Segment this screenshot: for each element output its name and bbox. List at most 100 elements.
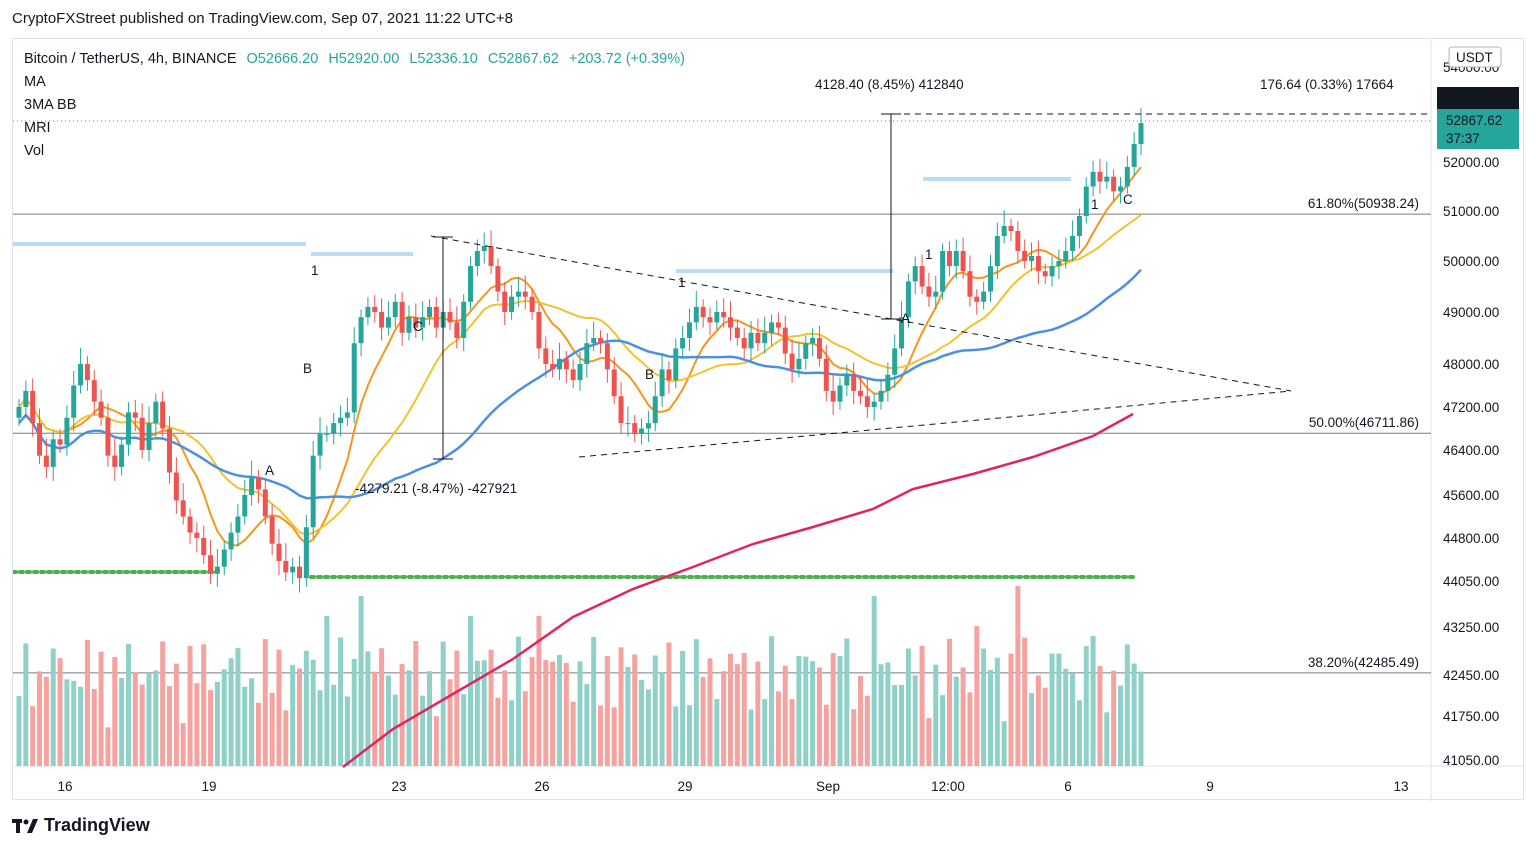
volume-bar [180,723,186,766]
volume-bar [1042,687,1048,766]
volume-bar [714,699,720,766]
indicator-ma[interactable]: MA [24,74,46,90]
candle-body [905,281,911,318]
volume-bar [652,655,658,766]
volume-bar [474,660,480,766]
volume-bar [201,644,207,766]
candle-body [187,516,193,533]
currency-label: USDT [1456,50,1493,65]
volume-bar [700,677,706,766]
volume-bar [680,651,686,766]
measure-small-label: 176.64 (0.33%) 17664 [1260,77,1394,92]
indicator-vol[interactable]: Vol [24,143,45,159]
volume-bar [379,648,385,766]
candle-body [775,322,781,328]
volume-bar [1063,668,1069,766]
candle-body [755,332,761,344]
indicator-3ma-bb[interactable]: 3MA BB [24,97,77,113]
volume-bar [105,727,111,766]
candle-body [262,489,268,517]
candle-body [899,317,905,349]
volume-bar [967,692,973,766]
volume-bar [844,638,850,766]
trendline-dashed [578,390,1292,458]
candle-body [645,423,651,429]
volume-bar [317,690,323,766]
candle-body [167,428,173,473]
volume-bar [604,656,610,766]
candle-body [1001,226,1007,236]
candle-body [310,455,316,528]
volume-bar [481,660,487,766]
candle-body [1083,186,1089,216]
candle-body [447,312,453,323]
time-axis-tick: Sep [816,779,840,794]
candle-body [125,412,131,445]
volume-bar [214,681,220,766]
candle-body [591,338,597,344]
candle-body [810,338,816,344]
candle-body [1035,256,1041,272]
indicator-mri[interactable]: MRI [24,120,51,136]
price-axis-tick: 41050.00 [1443,753,1499,768]
volume-bar [981,648,987,766]
volume-bar [755,661,761,766]
chart-frame[interactable]: 61.80%(50938.24) 50.00%(46711.86) 38.20%(4… [12,38,1525,801]
candle-body [433,306,439,328]
candle-body [1111,176,1117,192]
candle-body [721,312,727,318]
candle-body [1076,216,1082,236]
price-chart[interactable]: 61.80%(50938.24) 50.00%(46711.86) 38.20%(4… [13,39,1525,801]
volume-bar [899,684,905,766]
volume-bar [851,709,857,766]
candle-body [700,306,706,318]
volume-bar [344,696,350,766]
volume-bar [515,636,521,766]
countdown-text: 37:37 [1446,131,1480,146]
candle-body [1029,256,1035,261]
candle-body [652,396,658,424]
volume-bar [645,689,651,766]
price-axis-tick: 43250.00 [1443,620,1499,635]
volume-bar [262,639,268,766]
symbol-label[interactable]: Bitcoin / TetherUS, 4h, BINANCE [24,51,237,67]
volume-bar [871,596,877,766]
price-axis-tick: 51000.00 [1443,204,1499,219]
time-axis-tick: 9 [1206,779,1214,794]
candle-body [858,390,863,397]
candle-body [495,266,501,292]
candle-body [851,374,857,391]
candle-body [358,317,364,344]
price-axis-tick: 49000.00 [1443,305,1499,320]
volume-bar [461,694,467,766]
volume-bar [570,701,576,766]
currency-badge[interactable] [1448,46,1502,68]
volume-bar [351,658,357,766]
volume-bar [406,670,412,766]
tradingview-footer: TradingView [12,815,150,836]
price-axis-tick: 52000.00 [1443,155,1499,170]
volume-bar [249,678,255,766]
candle-body [64,417,70,445]
candle-body [194,532,200,538]
volume-bar [57,658,63,766]
ma-mid-line [18,213,1142,536]
candle-body [673,348,679,381]
volume-bar [905,648,911,766]
candle-body [598,338,604,344]
candle-body [180,500,186,517]
candle-body [707,317,713,323]
volume-bar [338,637,344,766]
volume-bar [625,667,631,766]
candle-body [556,358,562,370]
volume-bar [803,656,809,766]
volume-bar [91,689,97,766]
time-axis-tick: 19 [201,779,216,794]
low-value: L52336.10 [409,51,478,67]
candle-body [297,566,302,579]
volume-bar [632,654,638,766]
candle-body [132,412,138,418]
candle-body [919,266,925,287]
candle-body [221,549,227,567]
candle-body [816,338,822,359]
